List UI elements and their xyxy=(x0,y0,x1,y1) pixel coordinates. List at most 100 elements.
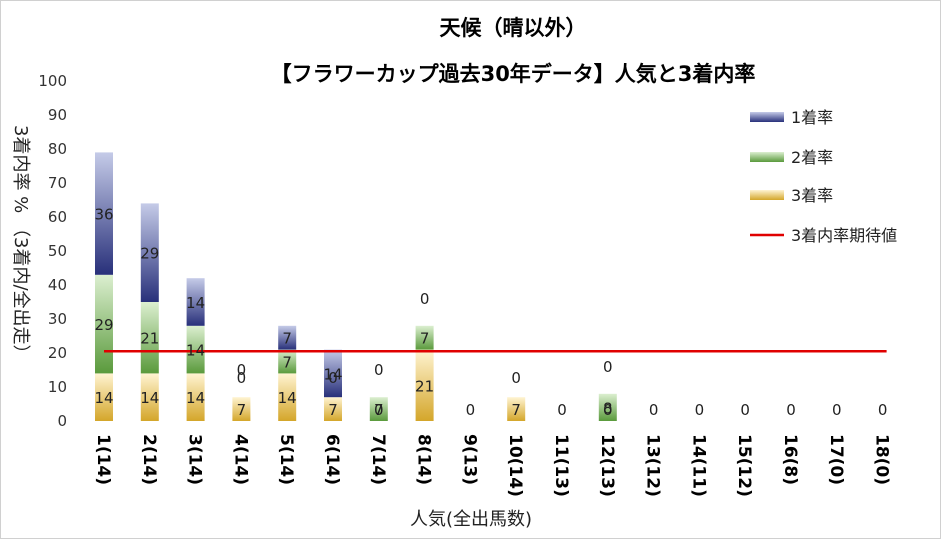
legend-swatch xyxy=(750,112,784,122)
legend-label: 3着率 xyxy=(791,186,833,205)
x-tick-label: 10(14) xyxy=(505,434,525,497)
data-label: 0 xyxy=(695,401,705,419)
data-label: 0 xyxy=(832,401,842,419)
bar-segment xyxy=(140,302,159,374)
data-label: 29 xyxy=(94,316,113,334)
data-label: 14 xyxy=(186,342,205,360)
chart-title: 天候（晴以外） xyxy=(440,16,587,40)
data-label: 0 xyxy=(328,369,338,387)
bar-segment xyxy=(324,397,342,421)
bar-segment xyxy=(598,393,617,421)
x-tick-label: 7(14) xyxy=(368,434,388,485)
x-tick-label: 14(11) xyxy=(688,434,708,497)
legend-swatch xyxy=(750,190,784,200)
data-label: 7 xyxy=(237,401,247,419)
x-tick-label: 3(14) xyxy=(185,434,205,485)
y-tick-label: 10 xyxy=(48,378,67,396)
data-label: 0 xyxy=(466,401,476,419)
x-tick-label: 9(13) xyxy=(459,434,479,485)
x-axis-label: 人気(全出馬数) xyxy=(410,509,532,530)
bar-segment xyxy=(186,325,205,374)
data-label: 21 xyxy=(415,377,434,395)
y-tick-label: 50 xyxy=(48,242,67,260)
x-tick-label: 17(0) xyxy=(826,434,846,485)
data-label: 0 xyxy=(649,401,659,419)
bar-segment xyxy=(278,349,297,374)
data-label: 0 xyxy=(603,358,613,376)
data-label: 0 xyxy=(603,401,613,419)
data-label: 7 xyxy=(511,401,521,419)
data-label: 0 xyxy=(374,361,384,379)
x-tick-label: 18(0) xyxy=(872,434,892,485)
bar-segment xyxy=(369,397,388,421)
bar-segment xyxy=(140,203,159,302)
bar-segment xyxy=(278,373,297,421)
bar-segment xyxy=(415,349,434,421)
bar-segment xyxy=(95,274,113,374)
data-label: 14 xyxy=(140,389,159,407)
data-label: 14 xyxy=(94,389,113,407)
x-tick-label: 12(13) xyxy=(597,434,617,497)
bar-segment xyxy=(186,278,205,326)
data-label: 0 xyxy=(740,401,750,419)
x-tick-label: 2(14) xyxy=(139,434,159,485)
data-label: 14 xyxy=(278,389,297,407)
x-tick-label: 11(13) xyxy=(551,434,571,497)
y-tick-label: 30 xyxy=(48,310,67,328)
y-tick-label: 20 xyxy=(48,344,67,362)
x-tick-label: 4(14) xyxy=(230,434,250,485)
bar-segment xyxy=(507,397,526,421)
y-axis-label: 3着内率 % （3着内/全出走） xyxy=(10,125,31,363)
legend-label: 2着率 xyxy=(791,148,833,167)
bar-segment xyxy=(186,373,205,421)
y-tick-label: 100 xyxy=(38,72,67,90)
y-tick-label: 40 xyxy=(48,276,67,294)
data-label: 7 xyxy=(328,401,338,419)
data-label: 0 xyxy=(374,401,384,419)
bar-segment xyxy=(95,152,113,275)
data-label: 0 xyxy=(237,361,247,379)
y-tick-label: 70 xyxy=(48,174,67,192)
x-tick-label: 15(12) xyxy=(734,434,754,497)
data-label: 36 xyxy=(94,206,113,224)
bar-segment xyxy=(232,397,251,421)
data-label: 8 xyxy=(603,399,613,417)
y-axis-ticks: 0 10 20 30 40 50 60 70 80 90 100 xyxy=(38,72,67,430)
x-axis-ticks: 1(14) 2(14) 3(14) 4(14) 5(14) 6(14) 7(14) 8(14)… xyxy=(93,434,892,497)
data-label: 21 xyxy=(140,330,159,348)
data-label: 14 xyxy=(186,294,205,312)
x-tick-label: 6(14) xyxy=(322,434,342,485)
legend: 1着率 2着率 3着率 3着内率期待値 xyxy=(750,108,897,245)
data-label: 0 xyxy=(511,369,521,387)
bar-segment xyxy=(324,349,342,398)
x-tick-label: 13(12) xyxy=(643,434,663,497)
data-label: 0 xyxy=(420,290,430,308)
bars xyxy=(95,152,617,421)
data-label: 7 xyxy=(282,354,292,372)
y-tick-label: 90 xyxy=(48,106,67,124)
x-tick-label: 16(8) xyxy=(780,434,800,485)
data-label: 0 xyxy=(237,369,247,387)
data-label: 0 xyxy=(786,401,796,419)
y-tick-label: 0 xyxy=(57,412,67,430)
chart-subtitle: 【フラワーカップ過去30年データ】人気と3着内率 xyxy=(271,62,756,86)
y-tick-label: 80 xyxy=(48,140,67,158)
data-label: 0 xyxy=(878,401,888,419)
data-label: 7 xyxy=(282,330,292,348)
bar-segment xyxy=(140,373,159,421)
data-label: 14 xyxy=(186,389,205,407)
bar-segment xyxy=(278,325,297,350)
x-tick-label: 1(14) xyxy=(93,434,113,485)
x-tick-label: 5(14) xyxy=(276,434,296,485)
legend-swatch xyxy=(750,152,784,162)
data-label: 29 xyxy=(140,245,159,263)
legend-label: 3着内率期待値 xyxy=(791,226,897,245)
y-tick-label: 60 xyxy=(48,208,67,226)
data-label: 7 xyxy=(374,401,384,419)
bar-segment xyxy=(415,325,434,350)
data-label: 7 xyxy=(420,330,430,348)
data-label: 0 xyxy=(557,401,567,419)
